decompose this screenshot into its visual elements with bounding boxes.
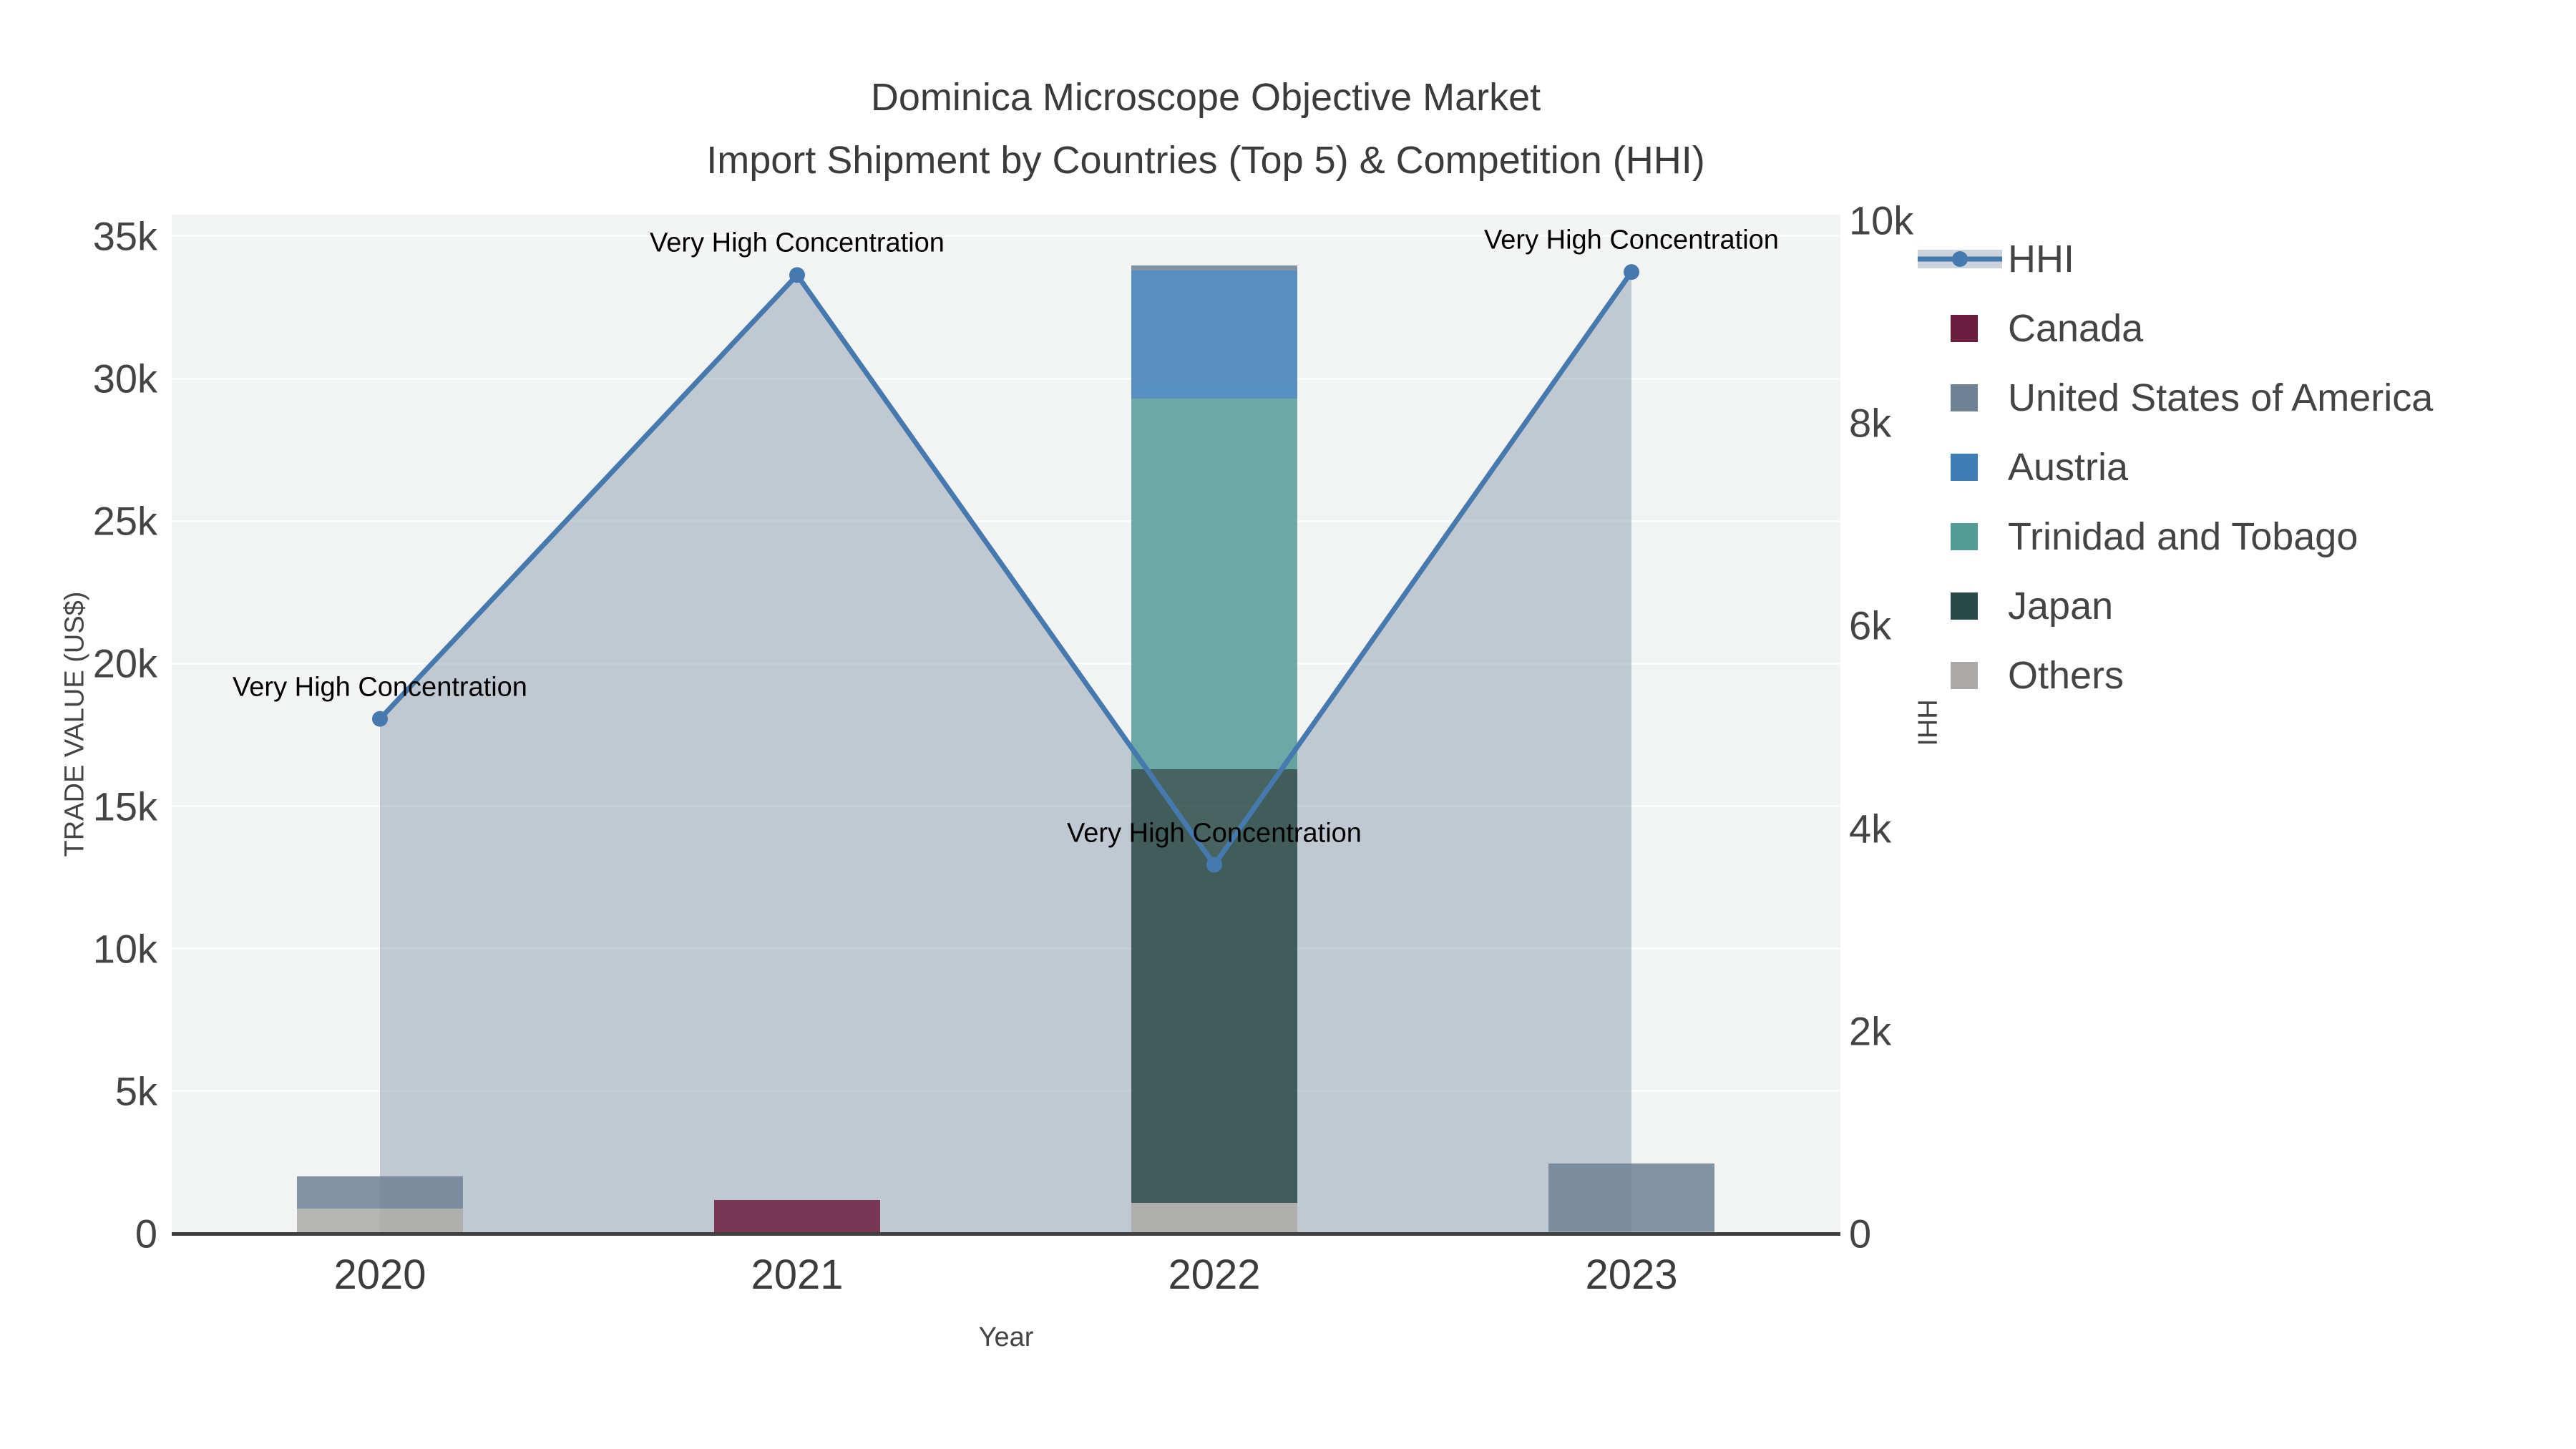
y1-tick-label: 15k: [92, 784, 157, 829]
legend-item-united-states-of-america[interactable]: United States of America: [2008, 376, 2434, 419]
legend-item-trinidad-and-tobago[interactable]: Trinidad and Tobago: [2008, 515, 2358, 558]
legend-swatch-austria: [1951, 454, 1978, 481]
y1-tick-label: 20k: [92, 640, 157, 686]
bar-segment-others[interactable]: [1131, 1202, 1297, 1234]
gridline: [172, 519, 1840, 522]
bar-segment-japan[interactable]: [1131, 769, 1297, 1203]
x-tick-label: 2023: [1585, 1252, 1678, 1298]
x-tick-label: 2021: [751, 1252, 844, 1298]
bar-layer: [172, 215, 1840, 1234]
legend-hhi-dot: [1952, 251, 1968, 267]
y1-tick-label: 35k: [92, 213, 157, 259]
annotation-2023: Very High Concentration: [1484, 225, 1779, 255]
y2-tick-label: 8k: [1849, 400, 1892, 446]
gridline: [172, 805, 1840, 808]
y1-tick-label: 25k: [92, 498, 157, 544]
legend-swatch-united-states-of-america: [1951, 384, 1978, 411]
legend-item-others[interactable]: Others: [2008, 654, 2124, 697]
x-axis-title: Year: [978, 1322, 1034, 1352]
bar-segment-austria[interactable]: [1131, 270, 1297, 399]
y2-tick-label: 2k: [1849, 1008, 1892, 1054]
y1-tick-label: 0: [135, 1211, 157, 1257]
hhi-point[interactable]: [789, 267, 805, 283]
annotation-2022: Very High Concentration: [1067, 818, 1362, 849]
bar-segment-united-states-of-america[interactable]: [1131, 265, 1297, 271]
y2-tick-label: 6k: [1849, 602, 1892, 648]
bar-segment-trinidad-and-tobago[interactable]: [1131, 399, 1297, 770]
gridline-layer: [172, 215, 1840, 1234]
hhi-area: [380, 272, 1631, 1234]
legend-item-japan[interactable]: Japan: [2008, 585, 2114, 628]
bar-segment-united-states-of-america[interactable]: [297, 1176, 463, 1209]
gridline: [172, 235, 1840, 238]
chart-title-line1: Dominica Microscope Objective Market: [870, 76, 1541, 119]
y2-tick-label: 0: [1849, 1211, 1872, 1257]
legend-item-austria[interactable]: Austria: [2008, 446, 2129, 489]
x-tick-label: 2020: [333, 1252, 426, 1298]
chart-title: Dominica Microscope Objective Market Imp…: [706, 66, 1705, 192]
hhi-line: [378, 270, 1634, 869]
legend-swatch-others: [1951, 662, 1978, 689]
legend-swatch-trinidad-and-tobago: [1951, 523, 1978, 550]
y1-tick-label: 30k: [92, 356, 157, 401]
y2-axis-title: HHI: [1911, 699, 1942, 746]
hhi-area-layer: [380, 272, 1631, 1234]
gridline: [172, 662, 1840, 665]
annotation-2020: Very High Concentration: [233, 672, 527, 703]
gridline: [172, 377, 1840, 380]
legend-swatch-japan: [1951, 592, 1978, 620]
plot-area: [172, 215, 1840, 1234]
bar-segment-united-states-of-america[interactable]: [1548, 1163, 1714, 1232]
gridline: [172, 947, 1840, 950]
legend-item-canada[interactable]: Canada: [2008, 307, 2144, 350]
y1-tick-label: 5k: [114, 1068, 157, 1114]
x-tick-label: 2022: [1168, 1252, 1261, 1298]
hhi-point[interactable]: [372, 711, 388, 727]
bar-segment-others[interactable]: [297, 1208, 463, 1234]
gridline: [172, 1090, 1840, 1093]
legend-swatch-canada: [1951, 315, 1978, 342]
y2-tick-label: 4k: [1849, 806, 1892, 852]
hhi-point[interactable]: [1624, 264, 1639, 280]
x-axis-line: [172, 1232, 1840, 1236]
hhi-line-layer: [372, 264, 1639, 873]
annotation-2021: Very High Concentration: [650, 228, 945, 258]
y2-tick-label: 10k: [1849, 197, 1914, 243]
legend-item-hhi[interactable]: HHI: [2008, 238, 2074, 280]
bar-segment-canada[interactable]: [714, 1200, 880, 1234]
chart-title-line2: Import Shipment by Countries (Top 5) & C…: [706, 139, 1705, 182]
y1-tick-label: 10k: [92, 926, 157, 972]
hhi-point[interactable]: [1206, 857, 1222, 873]
